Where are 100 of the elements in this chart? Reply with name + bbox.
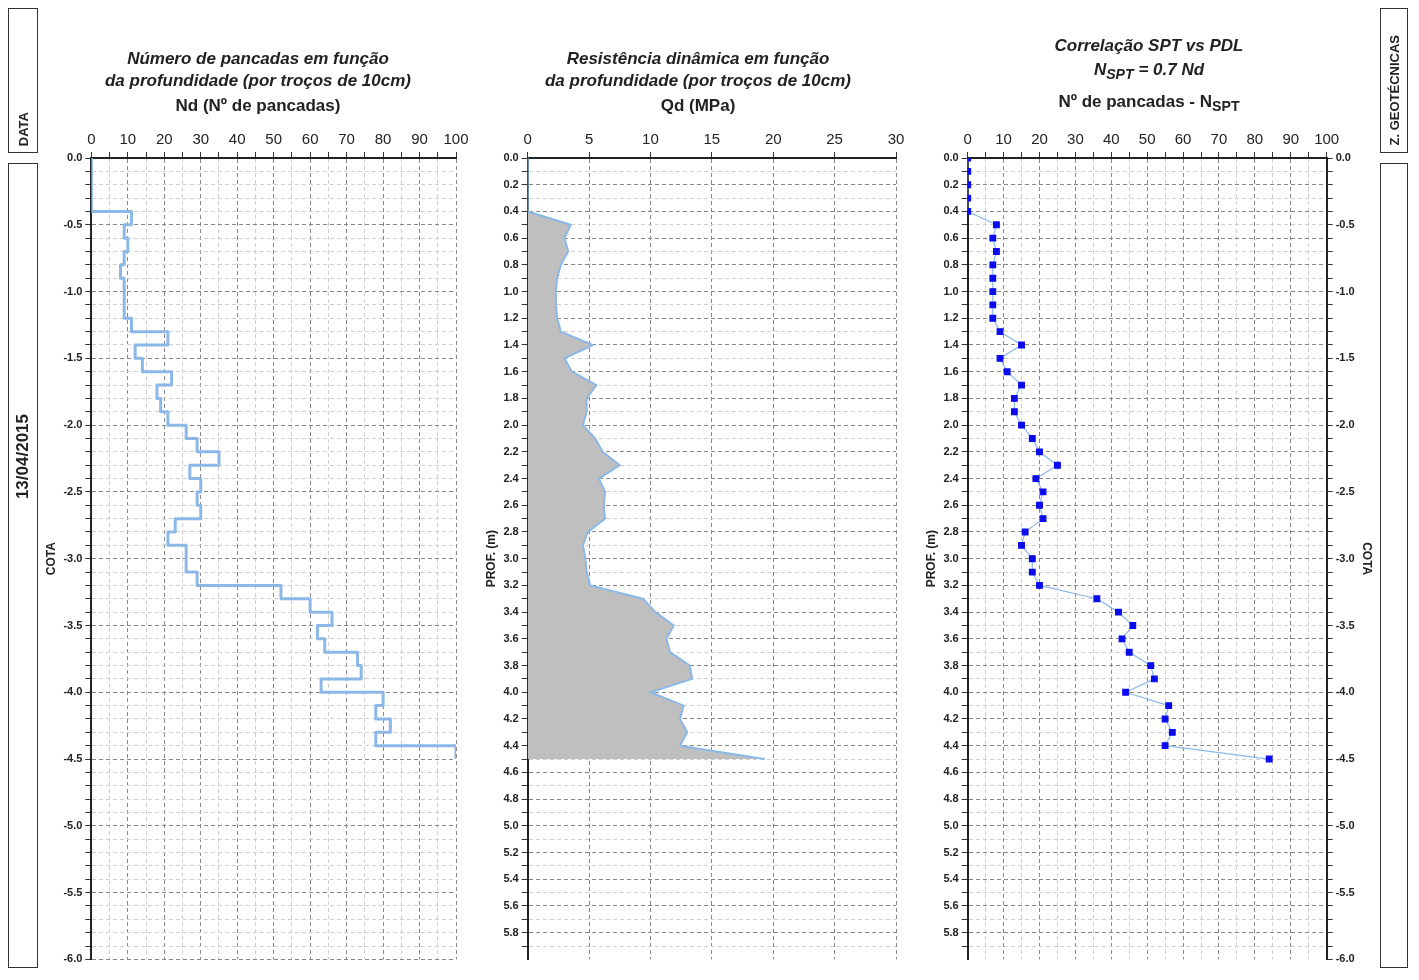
y2-tick-label: -4.0 <box>1335 685 1355 698</box>
y-tick-label: 4.2 <box>943 712 959 725</box>
x-tick-label: 60 <box>1174 130 1192 148</box>
y-tick-label: 3.0 <box>943 551 959 564</box>
y-tick-label: 5.6 <box>503 899 519 911</box>
y-tick-label: 2.0 <box>503 418 519 431</box>
y-tick-label: -1.0 <box>63 284 83 297</box>
y-tick-label: 1.8 <box>943 391 959 404</box>
y-tick-label: 2.6 <box>943 498 959 511</box>
x-tick-label: 90 <box>411 130 428 148</box>
x-axis-title: Nd (Nº de pancadas) <box>175 95 341 117</box>
chart-title: Correlação SPT vs PDL <box>1054 35 1244 58</box>
text: 13/04/2015 <box>13 414 33 500</box>
x-tick-label: 60 <box>301 130 319 148</box>
y-tick-label: 1.8 <box>503 391 519 404</box>
y-tick-label: -1.5 <box>63 351 83 364</box>
y-tick-label: 3.2 <box>503 578 519 591</box>
y-tick-label: 3.6 <box>943 631 959 644</box>
chart-subtitle: N$_{SPT}$ = 0.7 Nd <box>1093 59 1205 85</box>
y-tick-label: 0.8 <box>943 257 959 270</box>
y-tick-label: 5.8 <box>943 925 959 938</box>
y-axis-title: PROF. (m) <box>923 530 938 588</box>
y2-tick-label: -2.0 <box>1335 418 1355 431</box>
y-axis-title: COTA <box>43 541 58 576</box>
x-tick-label: 50 <box>1138 130 1156 148</box>
y-tick-label: 3.6 <box>503 631 519 644</box>
y-tick-label: -0.5 <box>63 217 83 230</box>
y-tick-label: 5.0 <box>503 818 519 831</box>
x-tick-label: 10 <box>995 130 1012 148</box>
y-tick-label: -5.0 <box>63 818 83 831</box>
y-tick-label: 3.0 <box>503 551 519 564</box>
y2-tick-label: -3.0 <box>1335 551 1355 564</box>
y-tick-label: 5.6 <box>943 899 959 911</box>
y-tick-label: 4.4 <box>943 738 960 751</box>
x-axis-title: Qd (MPa) <box>660 95 736 117</box>
x-tick-label: 5 <box>584 130 594 148</box>
x-tick-label: 70 <box>1210 130 1228 148</box>
y-tick-label: 4.6 <box>503 765 519 778</box>
y-tick-label: 1.6 <box>943 364 959 377</box>
chart-title: Resistência dinâmica em função da profundidade (por troços de 10cm) <box>544 48 852 92</box>
y-tick-label: 3.8 <box>503 658 519 671</box>
y-tick-label: -4.5 <box>63 752 83 765</box>
y-tick-label: -3.5 <box>63 618 83 631</box>
x-tick-label: 0 <box>523 130 532 148</box>
y-tick-label: 2.8 <box>503 525 519 538</box>
y-tick-label: 0.8 <box>503 257 519 270</box>
y-tick-label: 0.6 <box>503 231 519 244</box>
y-tick-label: 5.2 <box>943 845 959 858</box>
y-tick-label: 1.6 <box>503 364 519 377</box>
y-tick-label: 3.2 <box>943 578 959 591</box>
y-tick-label: 4.0 <box>943 685 959 698</box>
y2-tick-label: -3.5 <box>1335 618 1355 631</box>
text: Z. GEOTÉCNICAS <box>1386 35 1402 146</box>
y-tick-label: 0.0 <box>67 151 83 164</box>
y-tick-label: 0.0 <box>503 151 519 164</box>
y-tick-label: 3.4 <box>503 605 520 618</box>
x-tick-label: 30 <box>192 130 210 148</box>
y-tick-label: 5.4 <box>943 872 960 885</box>
y-tick-label: 0.2 <box>503 177 519 190</box>
y-tick-label: 4.8 <box>503 792 519 805</box>
y-tick-label: -5.5 <box>63 885 83 898</box>
chart-title: Número de pancadas em função da profundidade (por troços de 10cm) <box>104 48 412 92</box>
y-tick-label: 2.8 <box>943 525 959 538</box>
x-tick-label: 20 <box>764 130 782 148</box>
y2-tick-label: -0.5 <box>1335 217 1355 230</box>
y2-tick-label: -6.0 <box>1335 952 1355 965</box>
x-tick-label: 15 <box>703 130 721 148</box>
x-tick-label: 0 <box>963 130 972 148</box>
x-tick-label: 80 <box>1246 130 1264 148</box>
y-tick-label: 1.0 <box>503 284 519 297</box>
x-tick-label: 70 <box>338 130 355 148</box>
y-tick-label: 2.6 <box>503 498 519 511</box>
y-tick-label: 4.0 <box>503 685 519 698</box>
y2-tick-label: -1.5 <box>1335 351 1355 364</box>
y-tick-label: 0.6 <box>943 231 959 244</box>
x-tick-label: 80 <box>374 130 392 148</box>
y-tick-label: 1.4 <box>943 338 960 351</box>
x-tick-label: 40 <box>228 130 246 148</box>
y-tick-label: 2.0 <box>943 418 959 431</box>
y2-tick-label: -4.5 <box>1335 752 1355 765</box>
y-tick-label: -3.0 <box>63 551 83 564</box>
x-tick-label: 10 <box>642 130 659 148</box>
y-tick-label: -2.5 <box>63 484 83 497</box>
y-tick-label: -4.0 <box>63 685 83 698</box>
y-tick-label: 3.8 <box>943 658 959 671</box>
x-tick-label: 50 <box>265 130 283 148</box>
y-tick-label: 3.4 <box>943 605 960 618</box>
y-tick-label: 0.4 <box>943 204 960 217</box>
y-tick-label: 0.2 <box>943 177 959 190</box>
y2-tick-label: 0.0 <box>1335 151 1351 164</box>
y-tick-label: 2.2 <box>943 444 959 457</box>
x-tick-label: 90 <box>1282 130 1300 148</box>
y-tick-label: 1.2 <box>943 311 959 324</box>
y-tick-label: 1.4 <box>503 338 520 351</box>
y2-tick-label: -5.5 <box>1335 885 1355 898</box>
x-tick-label: 30 <box>1067 130 1084 148</box>
y-tick-label: 0.4 <box>503 204 520 217</box>
y-tick-label: 0.0 <box>943 151 959 164</box>
x-tick-label: 100 <box>443 130 469 148</box>
y-tick-label: 1.0 <box>943 284 959 297</box>
